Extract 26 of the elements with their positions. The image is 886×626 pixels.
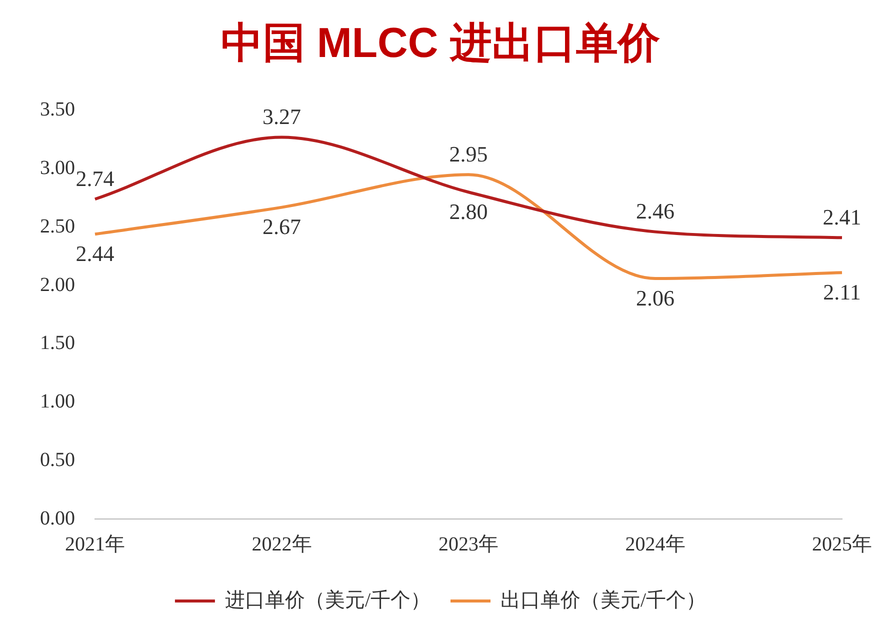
legend-label: 进口单价（美元/千个） [224, 588, 431, 612]
y-tick-label: 0.00 [40, 507, 75, 530]
data-label: 2.41 [822, 204, 862, 230]
x-tick-label: 2021年 [65, 533, 125, 556]
y-tick-label: 2.00 [40, 274, 75, 296]
y-tick-label: 1.50 [40, 332, 75, 354]
y-tick-label: 3.00 [40, 157, 75, 180]
legend-label: 出口单价（美元/千个） [500, 588, 706, 612]
data-label: 3.27 [262, 104, 301, 130]
data-label: 2.67 [262, 214, 301, 240]
data-label: 2.06 [636, 285, 674, 310]
x-tick-label: 2022年 [252, 533, 312, 556]
data-label: 2.11 [823, 279, 861, 304]
data-label: 2.74 [76, 166, 114, 191]
y-tick-label: 1.00 [40, 390, 75, 413]
y-tick-label: 2.50 [40, 215, 75, 238]
y-tick-label: 0.50 [40, 448, 75, 471]
data-label: 2.95 [449, 141, 488, 166]
data-label: 2.44 [76, 240, 114, 266]
data-label: 2.46 [636, 198, 674, 224]
x-tick-label: 2024年 [625, 533, 686, 556]
x-tick-label: 2025年 [812, 533, 872, 556]
data-label: 2.80 [449, 198, 488, 224]
x-tick-label: 2023年 [438, 533, 498, 556]
y-tick-label: 3.50 [40, 98, 75, 121]
chart-title: 中国 MLCC 进出口单价 [221, 18, 661, 66]
